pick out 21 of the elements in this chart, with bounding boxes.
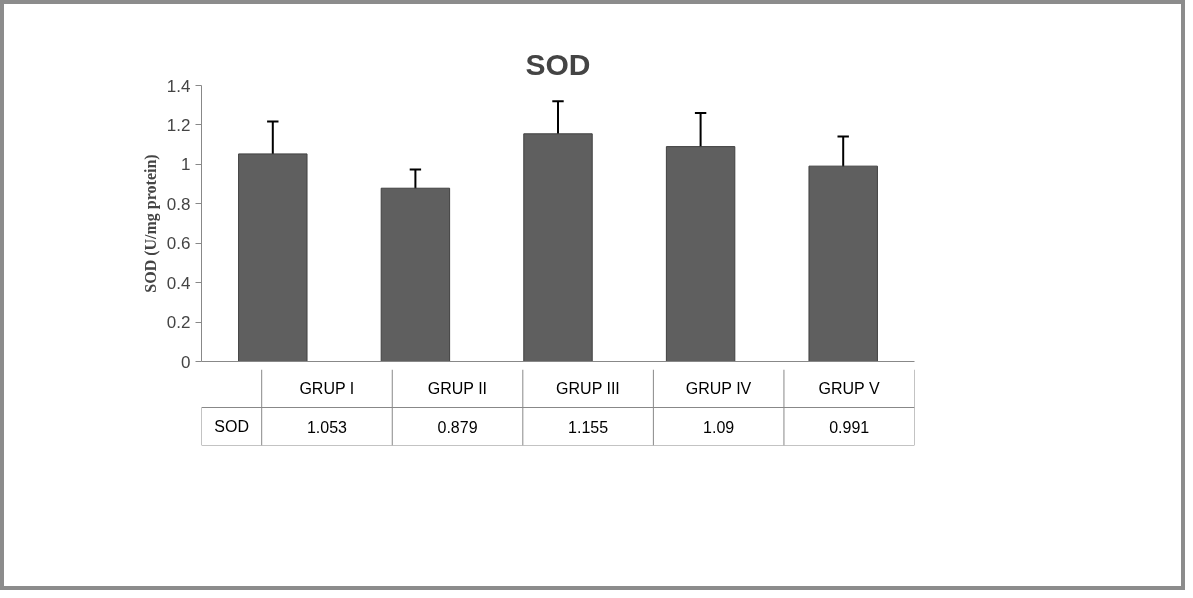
data-label: 0.879 <box>437 418 478 436</box>
chart-title: SOD <box>525 47 591 81</box>
text: SOD <box>214 418 249 435</box>
y-tick-label: 1.4 <box>166 76 191 96</box>
y-axis-title: SOD (U/mg protein) <box>141 154 160 293</box>
y-tick-label: 0 <box>181 352 191 372</box>
y-tick-label: 0.6 <box>166 234 191 254</box>
x-tick-label: GRUP IV <box>685 380 752 397</box>
y-tick-label: 0.2 <box>166 313 191 333</box>
data-label: 1.053 <box>306 418 348 436</box>
y-tick-label: 1.2 <box>166 115 191 135</box>
x-tick-label: GRUP II <box>427 380 488 397</box>
x-tick-label: GRUP III <box>556 380 620 397</box>
y-tick-label: 1 <box>181 155 191 175</box>
data-label: 1.155 <box>568 418 609 436</box>
data-label: 1.09 <box>703 418 735 436</box>
x-tick-label: GRUP V <box>818 380 880 397</box>
data-label: 0.991 <box>829 418 870 436</box>
y-tick-label: 0.4 <box>166 273 191 293</box>
y-tick-label: 0.8 <box>166 194 191 214</box>
x-tick-label: GRUP I <box>299 380 355 397</box>
